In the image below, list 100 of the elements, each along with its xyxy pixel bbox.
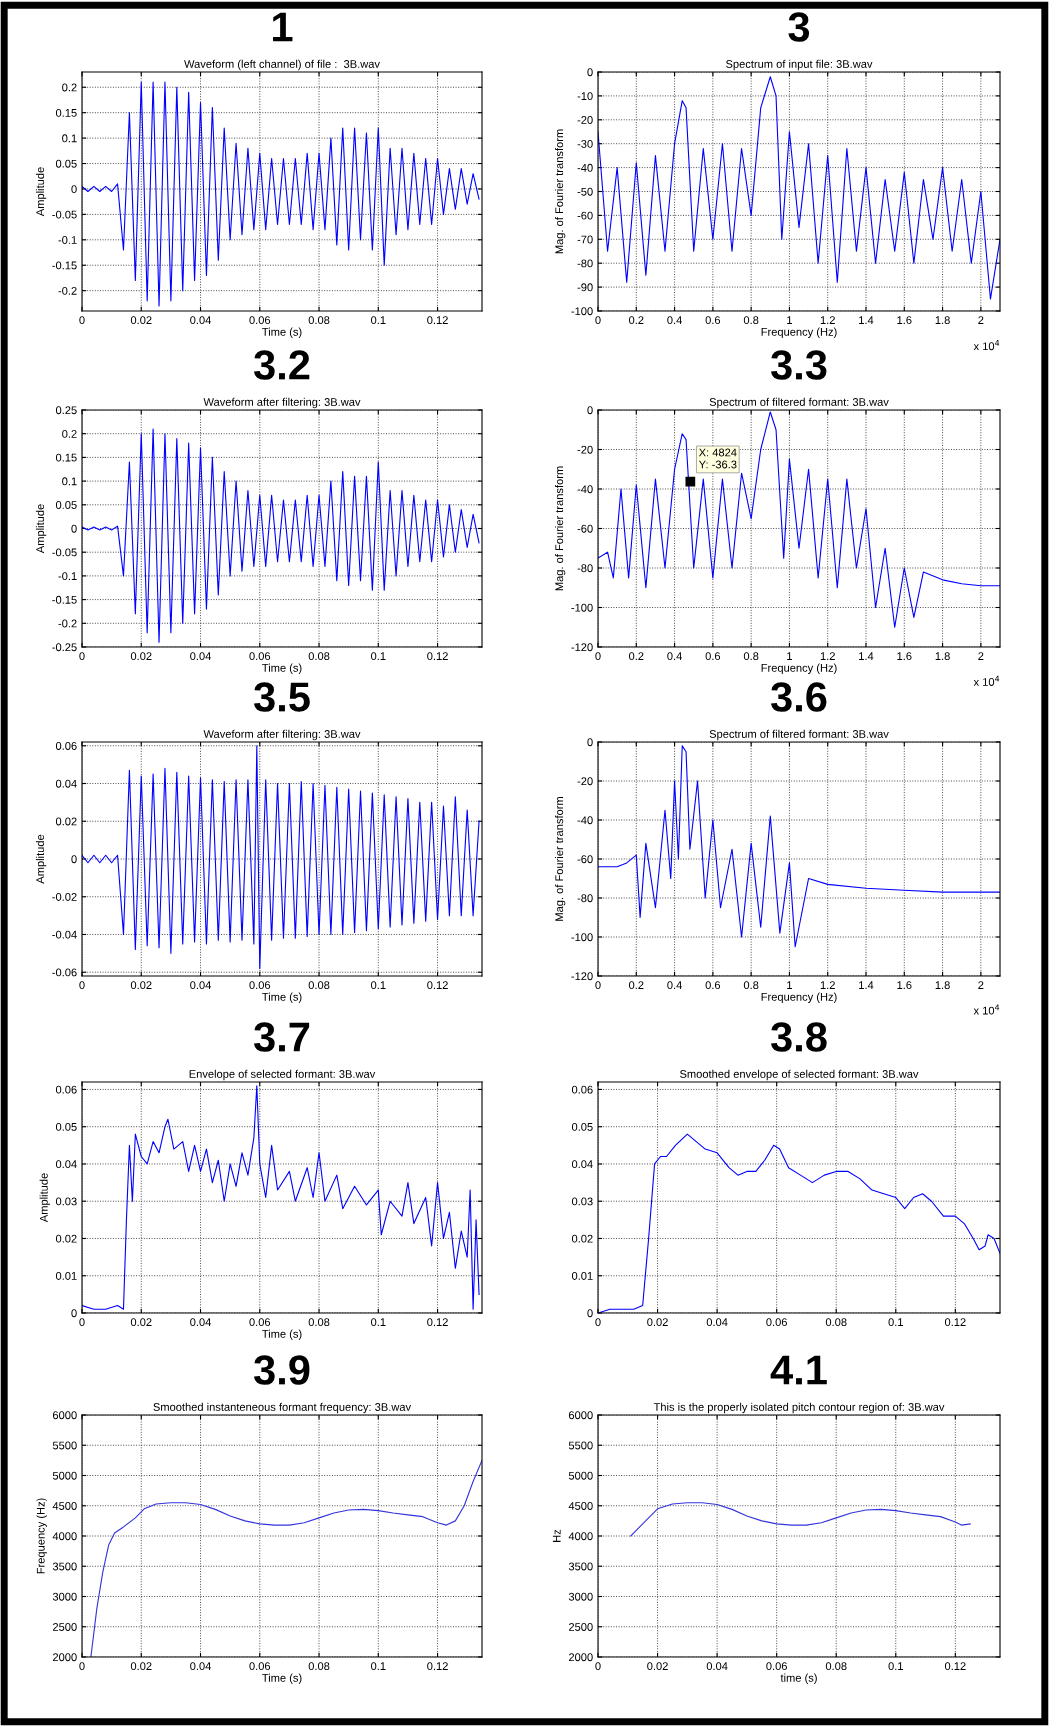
x-tick-label: 1.2 [820, 316, 835, 324]
y-tick-label: -0.02 [52, 893, 77, 901]
y-tick-label: 0.04 [55, 779, 77, 788]
y-tick-label: 0 [587, 738, 593, 747]
x-tick-label: 0 [595, 1318, 601, 1327]
y-tick-label: -100 [571, 307, 593, 316]
y-tick-label: -120 [571, 972, 593, 981]
chart-subtitle: This is the properly isolated pitch contour region of: 3B.wav [653, 1402, 945, 1414]
y-tick-label: -70 [577, 235, 593, 244]
y-tick-label: 0.02 [55, 817, 77, 826]
x-tick-label: 0 [79, 1318, 85, 1327]
x-tick-label: 0 [595, 1662, 601, 1671]
x-tick-label: 0.08 [308, 1662, 330, 1671]
y-tick-label: -80 [577, 259, 593, 268]
x-tick-label: 0.02 [647, 1662, 668, 1671]
y-tick-label: 3500 [52, 1562, 77, 1571]
chart-subtitle: Waveform (left channel) of file : 3B.wav [184, 59, 380, 71]
x-tick-label: 0.06 [249, 981, 271, 990]
chart-title: 3.5 [254, 682, 310, 712]
y-tick-label: 2500 [52, 1623, 77, 1631]
x-tick-label: 0.2 [629, 652, 644, 661]
x-tick-label: 1.4 [859, 981, 874, 989]
y-tick-label: 0.04 [55, 1160, 77, 1169]
x-tick-label: 0.02 [130, 1318, 152, 1327]
x-tick-label: 1.6 [897, 652, 912, 661]
y-tick-label: 0.2 [62, 83, 77, 92]
y-tick-label: -80 [577, 564, 593, 573]
x-tick-label: 1.6 [897, 316, 912, 325]
y-tick-label: 0.01 [55, 1272, 77, 1280]
line-series [82, 428, 480, 643]
x-tick-label: 1.8 [935, 316, 950, 325]
x-tick-label: 1.8 [935, 652, 950, 661]
y-tick-label: 0 [71, 1309, 77, 1318]
y-tick-label: -20 [577, 116, 593, 124]
x-tick-label: 1.8 [935, 981, 950, 990]
line-series [82, 1085, 480, 1310]
y-tick-label: 5500 [568, 1441, 593, 1450]
x-tick-label: 0 [79, 1662, 85, 1671]
y-tick-label: 4000 [568, 1532, 593, 1541]
x-tick-label: 0.12 [427, 652, 448, 661]
x-tick-label: 0 [595, 981, 601, 990]
x-tick-label: 0.2 [629, 981, 644, 990]
y-tick-label: 0.03 [571, 1197, 593, 1206]
x-tick-label: 0 [79, 652, 85, 661]
y-tick-label: -0.05 [52, 210, 77, 219]
y-tick-label: 2500 [568, 1623, 593, 1631]
x-tick-label: 0.08 [308, 652, 330, 661]
x-tick-label: 0.06 [766, 1662, 787, 1671]
chart-title: 3.2 [254, 350, 310, 380]
y-tick-label: -40 [577, 485, 593, 494]
chart-subtitle: Smoothed instanteneous formant frequency: 3B.wav [153, 1402, 412, 1414]
y-tick-label: 0.1 [62, 134, 77, 143]
y-tick-label: -0.2 [58, 619, 77, 628]
chart-subtitle: Spectrum of filtered formant: 3B.wav [709, 397, 889, 409]
x-tick-label: 0 [595, 652, 601, 661]
x-tick-label: 0.08 [308, 981, 330, 990]
y-tick-label: 0.02 [55, 1234, 77, 1243]
x-tick-label: 0.08 [825, 1662, 847, 1671]
x-axis-title: time (s) [780, 1673, 817, 1684]
y-tick-label: -0.1 [58, 236, 77, 244]
x-tick-label: 0.04 [706, 1318, 728, 1327]
y-tick-label: 0.01 [571, 1272, 593, 1280]
y-tick-label: -40 [577, 163, 593, 172]
x-tick-label: 2 [978, 316, 984, 324]
y-tick-label: -90 [577, 283, 593, 292]
x-tick-label: 0.02 [130, 316, 152, 325]
y-tick-label: -20 [577, 445, 593, 454]
chart-title: 3.9 [254, 1355, 310, 1385]
y-tick-label: -0.25 [52, 643, 77, 652]
x-tick-label: 1.4 [859, 652, 874, 660]
x-tick-label: 2 [978, 981, 984, 989]
chart-title: 3.3 [771, 350, 827, 380]
y-tick-label: -20 [577, 777, 593, 786]
x-axis-title: Time (s) [262, 663, 302, 674]
x-tick-label: 0.04 [190, 652, 212, 661]
x-tick-label: 0.1 [371, 981, 386, 990]
chart-title: 4.1 [770, 1355, 827, 1385]
y-axis-title: Hz [552, 1529, 561, 1542]
x-tick-label: 0.04 [190, 316, 212, 325]
chart-title: 3.7 [254, 1022, 310, 1052]
y-tick-label: 0.05 [55, 1122, 77, 1131]
chart-title: 1 [273, 12, 293, 42]
y-tick-label: 0 [587, 1309, 593, 1318]
x-tick-label: 0.02 [130, 981, 152, 990]
x-tick-label: 2 [978, 652, 984, 660]
y-tick-label: -0.04 [52, 930, 77, 939]
y-tick-label: 0.06 [55, 1085, 77, 1094]
y-tick-label: 0.05 [571, 1122, 593, 1131]
text: x 10$^{4}$ [973, 675, 1000, 686]
y-axis-title: Mag. of Fourier transform [554, 797, 566, 921]
chart-subtitle: Waveform after filtering: 3B.wav [203, 729, 361, 741]
y-tick-label: -30 [577, 139, 593, 148]
x-tick-label: 0.02 [647, 1318, 668, 1327]
y-tick-label: 4500 [568, 1502, 593, 1510]
chart-subtitle: Envelope of selected formant: 3B.wav [189, 1069, 376, 1081]
y-tick-label: 2000 [52, 1653, 77, 1662]
x-axis-title: Time (s) [262, 992, 302, 1003]
y-tick-label: 0.2 [62, 429, 77, 438]
y-tick-label: -0.2 [58, 286, 77, 295]
y-tick-label: 6000 [568, 1411, 593, 1420]
